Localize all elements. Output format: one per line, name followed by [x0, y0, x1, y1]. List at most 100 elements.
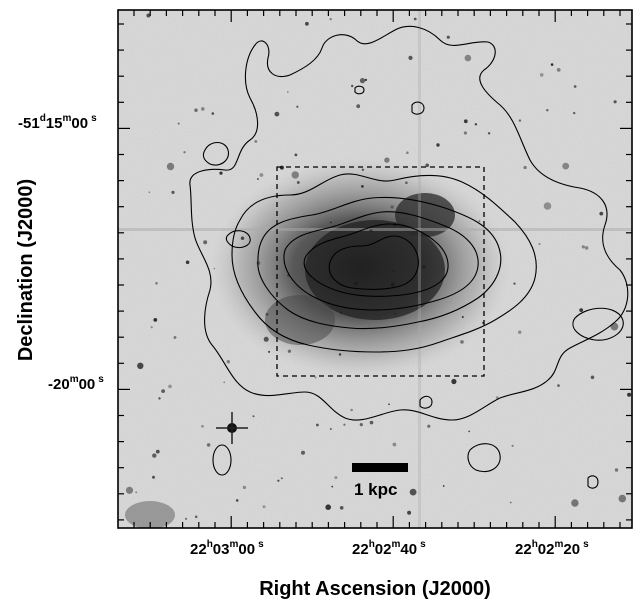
star [482, 322, 484, 324]
star [150, 326, 153, 329]
star [405, 181, 408, 184]
star [146, 13, 151, 18]
star [203, 240, 208, 245]
star [394, 312, 397, 315]
star [240, 236, 245, 240]
star [369, 229, 373, 233]
star [206, 443, 211, 447]
star [543, 202, 552, 210]
star [463, 131, 467, 135]
star [364, 78, 368, 82]
x-axis-title: Right Ascension (J2000) [259, 578, 491, 600]
star [610, 322, 619, 331]
star [166, 162, 175, 171]
y-tick-label: -20m00 s [48, 374, 104, 393]
star [487, 132, 491, 135]
star [573, 85, 577, 88]
star [463, 119, 468, 124]
star [257, 178, 259, 180]
y-tick-label: -51d15m00 s [18, 113, 97, 132]
star [361, 185, 364, 188]
scale-bar-label: 1 kpc [354, 480, 397, 499]
star [201, 425, 204, 428]
star [407, 510, 412, 515]
star [573, 111, 576, 115]
star [451, 378, 457, 385]
star [546, 109, 549, 112]
star [478, 220, 481, 223]
star [518, 119, 522, 122]
star [331, 485, 334, 488]
star [460, 340, 464, 344]
beam-ellipse [212, 444, 232, 476]
star [291, 171, 299, 179]
contour-level-2 [231, 173, 537, 353]
contour-level-3 [257, 196, 502, 330]
axis-ticks [118, 10, 632, 528]
star [627, 392, 632, 397]
star [280, 477, 283, 480]
star [359, 423, 363, 427]
star [410, 233, 413, 236]
star [468, 430, 471, 433]
star [301, 450, 305, 455]
star [173, 336, 177, 339]
star [464, 54, 472, 62]
star [474, 123, 478, 126]
contour-level-6 [328, 235, 419, 290]
star [263, 336, 269, 342]
star [359, 78, 366, 84]
star [584, 246, 589, 250]
bright-star [216, 412, 248, 444]
star [513, 282, 516, 285]
star [369, 420, 374, 425]
star [523, 165, 527, 170]
star [329, 221, 332, 224]
star [392, 270, 395, 273]
star [392, 442, 397, 447]
star [152, 453, 157, 458]
star [461, 316, 464, 318]
star [511, 444, 514, 447]
star [562, 162, 570, 170]
x-tick-labels: 22h03m00 s 22h02m40 s 22h02m20 s [190, 539, 589, 558]
star [265, 312, 269, 316]
star [148, 191, 151, 193]
star [235, 499, 239, 502]
star [125, 486, 134, 494]
star [390, 205, 394, 209]
star [579, 308, 584, 312]
star [599, 211, 604, 216]
background-stars [125, 13, 632, 520]
star [338, 353, 342, 356]
star [422, 265, 426, 269]
star [194, 108, 198, 112]
star [550, 63, 554, 66]
star [427, 424, 431, 428]
star [571, 499, 579, 507]
star [436, 143, 440, 147]
contour-level-4 [283, 211, 479, 311]
star [390, 282, 395, 287]
star [413, 17, 417, 21]
star [155, 449, 160, 454]
star [268, 350, 271, 353]
star [329, 428, 332, 430]
star [614, 468, 619, 472]
x-tick-label: 22h03m00 s [190, 539, 264, 558]
star [153, 318, 158, 322]
star [556, 68, 561, 72]
star [581, 245, 585, 249]
star [287, 349, 291, 353]
star [305, 21, 309, 26]
star [213, 267, 216, 270]
star [353, 281, 358, 286]
contour-level-1 [189, 25, 629, 421]
star [557, 384, 560, 387]
contours [189, 25, 629, 489]
star [446, 35, 450, 39]
star [409, 488, 417, 496]
star [339, 311, 343, 315]
y-tick-labels: -51d15m00 s -20m00 s [18, 113, 104, 393]
